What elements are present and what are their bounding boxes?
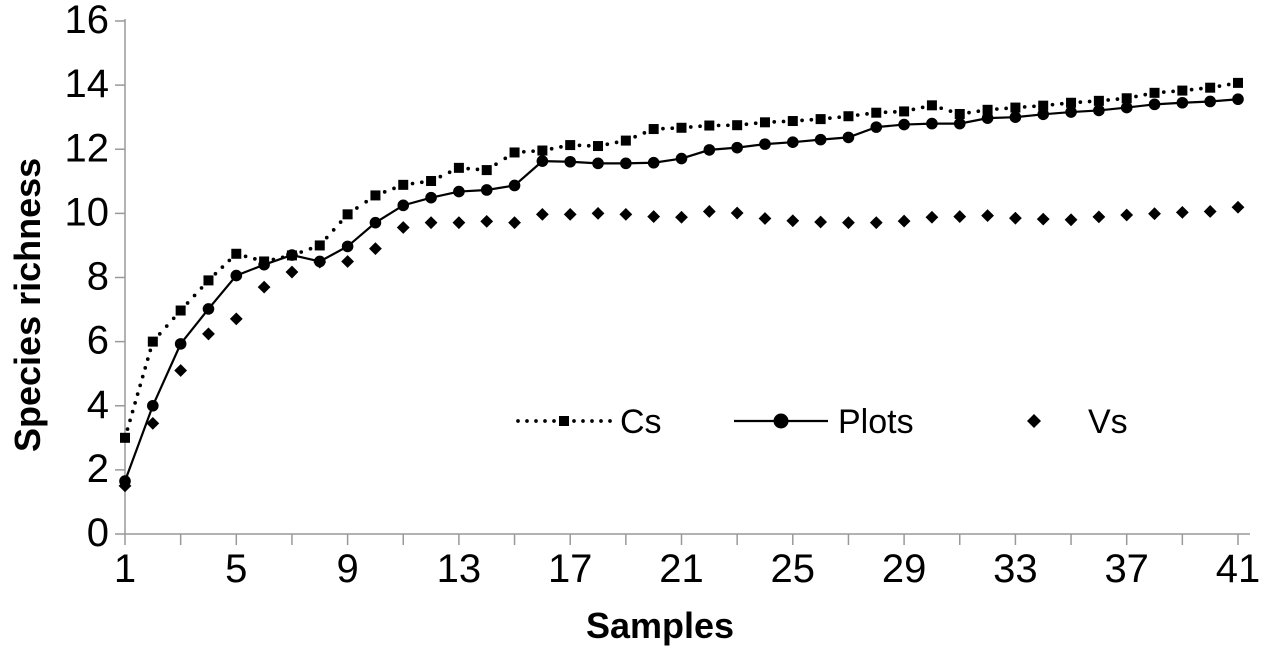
svg-text:21: 21 <box>659 547 704 591</box>
svg-text:Cs: Cs <box>620 403 662 441</box>
svg-text:Plots: Plots <box>838 403 914 441</box>
svg-text:4: 4 <box>87 383 109 427</box>
svg-text:13: 13 <box>437 547 482 591</box>
svg-text:Samples: Samples <box>586 605 734 646</box>
svg-text:41: 41 <box>1216 547 1261 591</box>
svg-text:33: 33 <box>993 547 1038 591</box>
svg-text:37: 37 <box>1104 547 1149 591</box>
svg-text:10: 10 <box>65 190 110 234</box>
svg-text:9: 9 <box>336 547 358 591</box>
svg-text:0: 0 <box>87 511 109 555</box>
svg-text:8: 8 <box>87 255 109 299</box>
svg-text:25: 25 <box>771 547 816 591</box>
svg-text:1: 1 <box>114 547 136 591</box>
svg-text:14: 14 <box>65 62 110 106</box>
svg-text:2: 2 <box>87 447 109 491</box>
svg-text:5: 5 <box>225 547 247 591</box>
svg-text:Vs: Vs <box>1088 403 1128 441</box>
svg-text:Species richness: Species richness <box>7 158 48 452</box>
svg-text:12: 12 <box>65 126 110 170</box>
svg-text:6: 6 <box>87 319 109 363</box>
svg-text:29: 29 <box>882 547 927 591</box>
svg-text:17: 17 <box>548 547 593 591</box>
svg-text:16: 16 <box>65 0 110 42</box>
